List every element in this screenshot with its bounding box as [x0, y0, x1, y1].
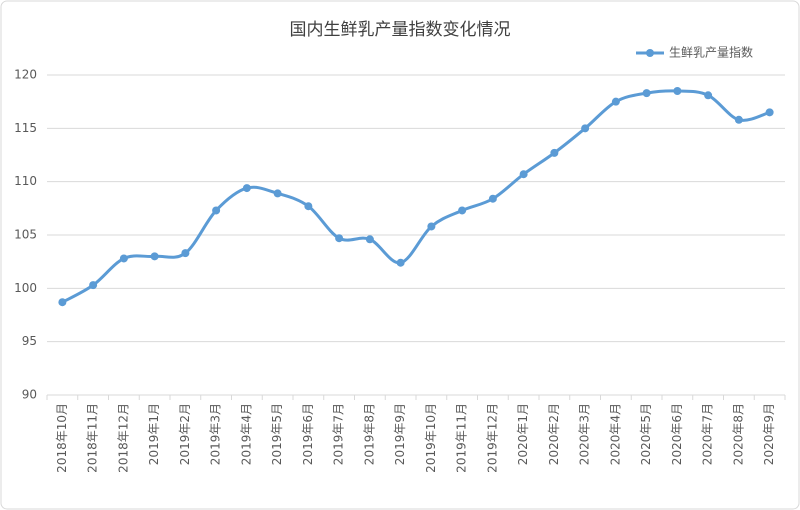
point: [181, 249, 190, 258]
point: [458, 206, 467, 215]
x-tick-label: 2019年4月: [239, 403, 253, 465]
point: [150, 252, 159, 261]
x-tick-label: 2020年8月: [731, 403, 745, 465]
point: [304, 202, 313, 211]
x-tick-label: 2019年2月: [178, 403, 192, 465]
y-tick-label: 120: [14, 68, 37, 82]
point: [89, 281, 98, 290]
x-tick-label: 2018年10月: [55, 403, 69, 473]
point: [242, 184, 251, 193]
point: [335, 234, 344, 243]
point: [58, 298, 67, 307]
x-tick-label: 2019年1月: [147, 403, 161, 465]
x-tick-label: 2018年11月: [86, 403, 100, 473]
y-tick-label: 95: [22, 334, 37, 348]
point: [704, 91, 713, 100]
y-tick-label: 90: [22, 388, 37, 402]
point: [273, 189, 282, 198]
x-tick-label: 2019年6月: [301, 403, 315, 465]
legend-marker: [646, 49, 654, 57]
x-tick-label: 2020年6月: [670, 403, 684, 465]
point: [673, 87, 682, 95]
point: [212, 206, 221, 215]
x-tick-label: 2019年8月: [362, 403, 376, 465]
chart-title: 国内生鲜乳产量指数变化情况: [290, 20, 511, 40]
x-tick-label: 2020年5月: [639, 403, 653, 465]
x-tick-label: 2019年10月: [424, 403, 438, 473]
point: [611, 97, 620, 106]
legend-label: 生鲜乳产量指数: [669, 45, 753, 60]
point: [365, 235, 374, 244]
y-tick-label: 100: [14, 281, 37, 295]
point: [427, 222, 436, 231]
x-tick-label: 2019年9月: [393, 403, 407, 465]
x-tick-label: 2019年7月: [332, 403, 346, 465]
x-tick-label: 2020年9月: [762, 403, 776, 465]
point: [642, 89, 651, 98]
x-tick-label: 2020年7月: [701, 403, 715, 465]
x-tick-label: 2018年12月: [116, 403, 130, 473]
x-tick-label: 2019年12月: [485, 403, 499, 473]
point: [550, 148, 559, 157]
y-tick-label: 110: [14, 174, 37, 188]
x-tick-label: 2019年11月: [455, 403, 469, 473]
x-tick-label: 2020年4月: [608, 403, 622, 465]
x-tick-label: 2020年3月: [578, 403, 592, 465]
x-tick-label: 2020年1月: [516, 403, 530, 465]
x-tick-label: 2019年3月: [209, 403, 223, 465]
x-tick-label: 2020年2月: [547, 403, 561, 465]
point: [734, 115, 743, 124]
y-tick-label: 105: [14, 228, 37, 242]
x-tick-label: 2019年5月: [270, 403, 284, 465]
point: [488, 194, 497, 203]
point: [119, 254, 128, 263]
point: [581, 124, 590, 133]
point: [396, 258, 405, 267]
point: [765, 108, 774, 117]
point: [519, 170, 528, 179]
y-tick-label: 115: [14, 121, 37, 135]
